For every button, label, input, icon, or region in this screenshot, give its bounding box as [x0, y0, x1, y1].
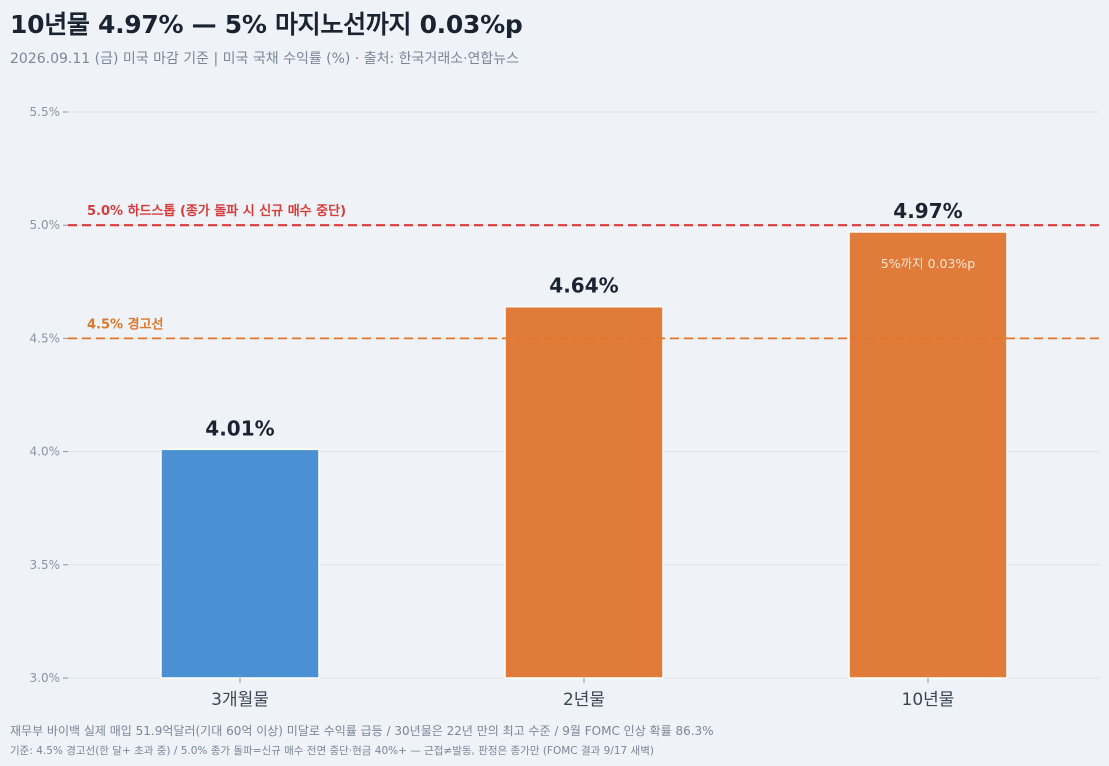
y-tick-label: 5.5% — [30, 105, 61, 119]
chart-subtitle: 2026.09.11 (금) 미국 마감 기준 | 미국 국채 수익률 (%) … — [10, 51, 520, 67]
y-tick-label: 3.5% — [30, 558, 61, 572]
x-tick-label: 10년물 — [902, 690, 955, 710]
x-tick-label: 2년물 — [563, 690, 605, 710]
chart-title: 10년물 4.97% — 5% 마지노선까지 0.03%p — [10, 10, 523, 39]
bar-value-label: 4.97% — [893, 199, 962, 223]
hardstop-label: 5.0% 하드스톱 (종가 돌파 시 신규 매수 중단) — [87, 203, 346, 219]
bar — [848, 231, 1008, 679]
bar-value-label: 4.01% — [205, 416, 274, 440]
y-tick-label: 3.0% — [30, 671, 61, 685]
footnote-primary: 재무부 바이백 실제 매입 51.9억달러(기대 60억 이상) 미달로 수익률… — [10, 724, 714, 738]
bar — [504, 305, 664, 679]
y-tick-label: 4.5% — [30, 331, 61, 345]
y-tick-label: 5.0% — [30, 218, 61, 232]
y-tick-label: 4.0% — [30, 445, 61, 459]
x-tick-label: 3개월물 — [211, 690, 269, 710]
warning-label: 4.5% 경고선 — [87, 316, 163, 332]
bar-annotation: 5%까지 0.03%p — [881, 256, 976, 271]
footnote-criteria: 기준: 4.5% 경고선(한 달+ 초과 중) / 5.0% 종가 돌파=신규 … — [10, 745, 654, 757]
bar — [160, 448, 320, 679]
bar-value-label: 4.64% — [549, 274, 618, 298]
